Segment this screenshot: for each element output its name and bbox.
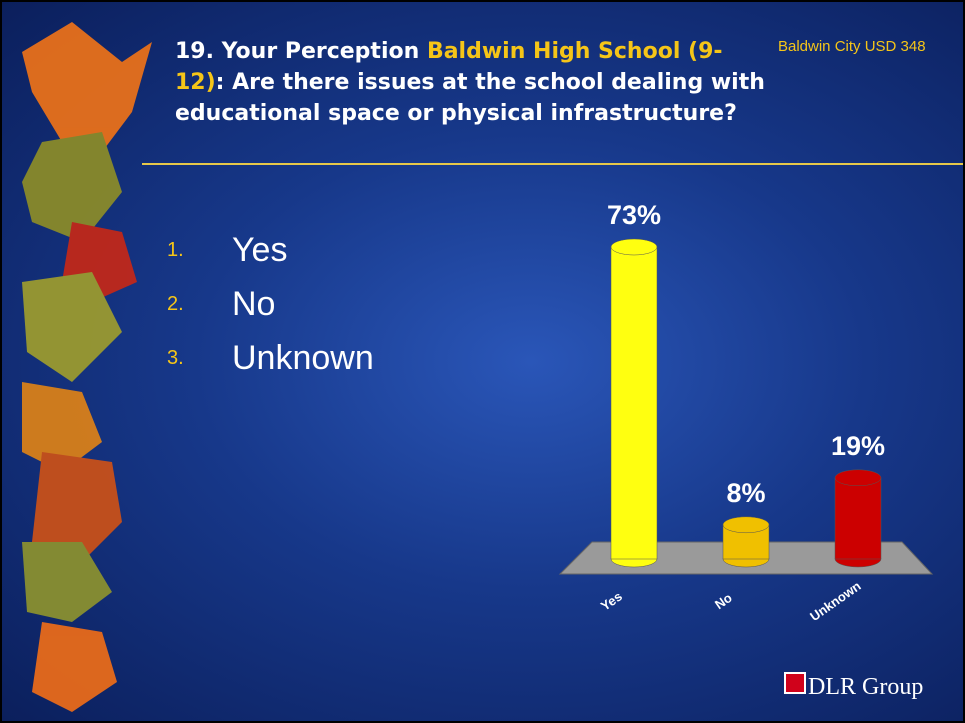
logo: DLR Group bbox=[784, 674, 923, 701]
value-label: 8% bbox=[726, 478, 765, 508]
bar bbox=[611, 247, 657, 559]
x-tick-label: No bbox=[712, 590, 735, 612]
x-tick-label: Yes bbox=[598, 589, 625, 614]
slide: 19. Your Perception Baldwin High School … bbox=[0, 0, 965, 723]
bar-cap bbox=[611, 239, 657, 255]
logo-text: DLR Group bbox=[808, 674, 923, 701]
bar bbox=[835, 478, 881, 559]
chart: 73% Yes 8% No 19% Unknown bbox=[2, 2, 963, 721]
value-label: 73% bbox=[607, 200, 661, 230]
bar-cap bbox=[723, 517, 769, 533]
logo-mark bbox=[784, 672, 806, 694]
x-tick-label: Unknown bbox=[807, 578, 864, 624]
value-label: 19% bbox=[831, 431, 885, 461]
bar-cap bbox=[835, 470, 881, 486]
